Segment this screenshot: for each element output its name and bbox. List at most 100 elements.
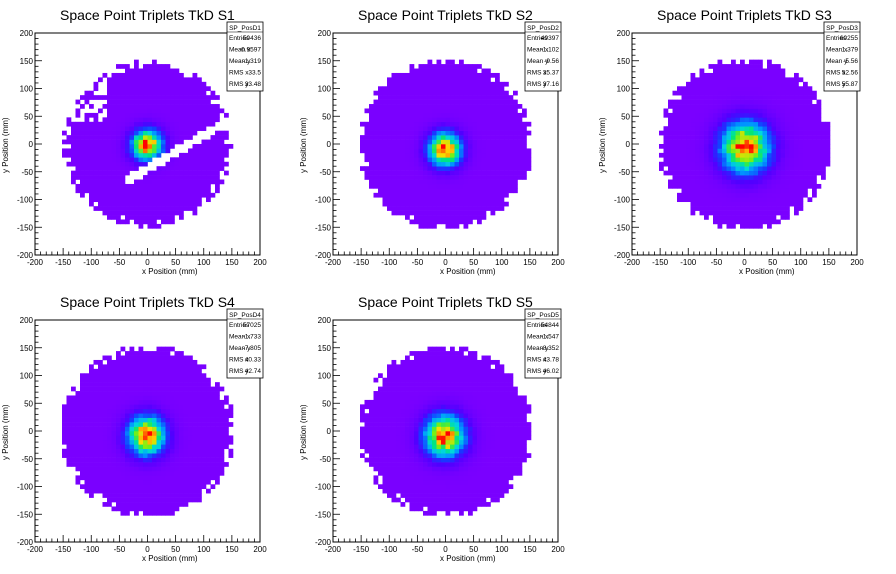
heatmap-cell [378, 175, 383, 180]
heatmap-cell [495, 112, 500, 118]
heatmap-cell [414, 117, 419, 123]
heatmap-cell [387, 391, 392, 396]
heatmap-cell [107, 192, 112, 198]
heatmap-cell [134, 377, 139, 383]
heatmap-cell [382, 408, 388, 414]
heatmap-cell [450, 144, 455, 149]
heatmap-cell [111, 148, 117, 154]
heatmap-cell [731, 72, 736, 78]
heatmap-cell [62, 422, 67, 427]
heatmap-cell [102, 475, 108, 481]
heatmap-cell [821, 130, 826, 136]
heatmap-cell [102, 373, 108, 379]
heatmap-cell [758, 135, 763, 140]
heatmap-cell [170, 166, 175, 171]
heatmap-cell [170, 77, 175, 83]
heatmap-cell [183, 130, 189, 136]
heatmap-cell [129, 497, 135, 503]
heatmap-cell [152, 351, 157, 356]
x-tick-label: -150 [55, 258, 72, 267]
heatmap-cell [215, 462, 220, 467]
heatmap-cell [378, 435, 383, 441]
heatmap-cell [125, 351, 130, 356]
heatmap-cell [490, 139, 496, 145]
heatmap-cell [161, 201, 166, 207]
heatmap-cell [138, 404, 144, 410]
heatmap-cell [161, 170, 166, 176]
heatmap-cell [663, 152, 669, 158]
heatmap-cell [98, 444, 103, 450]
heatmap-cell [686, 148, 691, 154]
heatmap-cell [432, 210, 437, 216]
heatmap-cell [499, 166, 505, 171]
heatmap-cell [165, 470, 171, 476]
heatmap-cell [174, 201, 180, 207]
heatmap-cell [668, 157, 673, 163]
heatmap-cell [174, 448, 180, 454]
heatmap-cell [147, 206, 153, 211]
heatmap-cell [767, 117, 772, 123]
heatmap-cell [481, 121, 487, 127]
heatmap-cell [152, 426, 157, 432]
heatmap-cell [147, 68, 153, 74]
heatmap-cell [156, 117, 162, 123]
heatmap-cell [66, 431, 72, 436]
heatmap-cell [89, 197, 94, 203]
heatmap-cell [699, 72, 705, 78]
heatmap-cell [134, 135, 139, 140]
heatmap-cell [785, 192, 790, 198]
heatmap-cell [387, 112, 392, 118]
heatmap-cell [378, 457, 383, 463]
heatmap-cell [165, 368, 171, 374]
heatmap-cell [116, 197, 121, 203]
heatmap-cell [495, 135, 500, 140]
heatmap-cell [192, 81, 198, 87]
heatmap-cell [228, 408, 234, 414]
heatmap-cell [704, 192, 709, 198]
heatmap-cell [107, 197, 112, 203]
stats-value: 42.74 [245, 368, 262, 375]
heatmap-cell [762, 104, 768, 109]
heatmap-cell [423, 161, 428, 167]
heatmap-cell [120, 90, 126, 96]
heatmap-cell [708, 64, 714, 69]
heatmap-cell [785, 206, 790, 211]
heatmap-cell [663, 139, 669, 145]
heatmap-cell [423, 64, 428, 69]
heatmap-cell [75, 166, 81, 171]
heatmap-cell [80, 139, 85, 145]
heatmap-cell [780, 72, 786, 78]
heatmap-cell [129, 493, 135, 498]
heatmap-cell [80, 386, 85, 392]
heatmap-cell [753, 130, 759, 136]
heatmap-cell [409, 170, 415, 176]
heatmap-cell [80, 148, 85, 154]
heatmap-cell [116, 95, 121, 100]
heatmap-cell [134, 161, 139, 167]
heatmap-cell [436, 117, 442, 123]
heatmap-cell [224, 462, 229, 467]
y-tick-label: -150 [614, 223, 631, 232]
heatmap-cell [677, 152, 682, 158]
heatmap-cell [138, 408, 144, 414]
heatmap-cell [463, 68, 469, 74]
heatmap-cell [378, 90, 383, 96]
heatmap-cell [183, 453, 189, 458]
heatmap-cell [767, 59, 772, 65]
heatmap-cell [129, 351, 135, 356]
heatmap-cell [713, 121, 718, 127]
heatmap-cell [224, 439, 229, 445]
heatmap-cell [681, 135, 687, 140]
heatmap-cell [111, 431, 117, 436]
heatmap-cell [170, 439, 175, 445]
heatmap-cell [708, 104, 714, 109]
heatmap-cell [459, 148, 464, 154]
heatmap-cell [183, 488, 189, 494]
heatmap-cell [206, 121, 211, 127]
heatmap-cell [174, 457, 180, 463]
heatmap-cell [102, 413, 108, 418]
heatmap-cell [504, 166, 509, 171]
heatmap-cell [776, 86, 781, 92]
heatmap-cell [206, 104, 211, 109]
heatmap-cell [138, 364, 144, 370]
